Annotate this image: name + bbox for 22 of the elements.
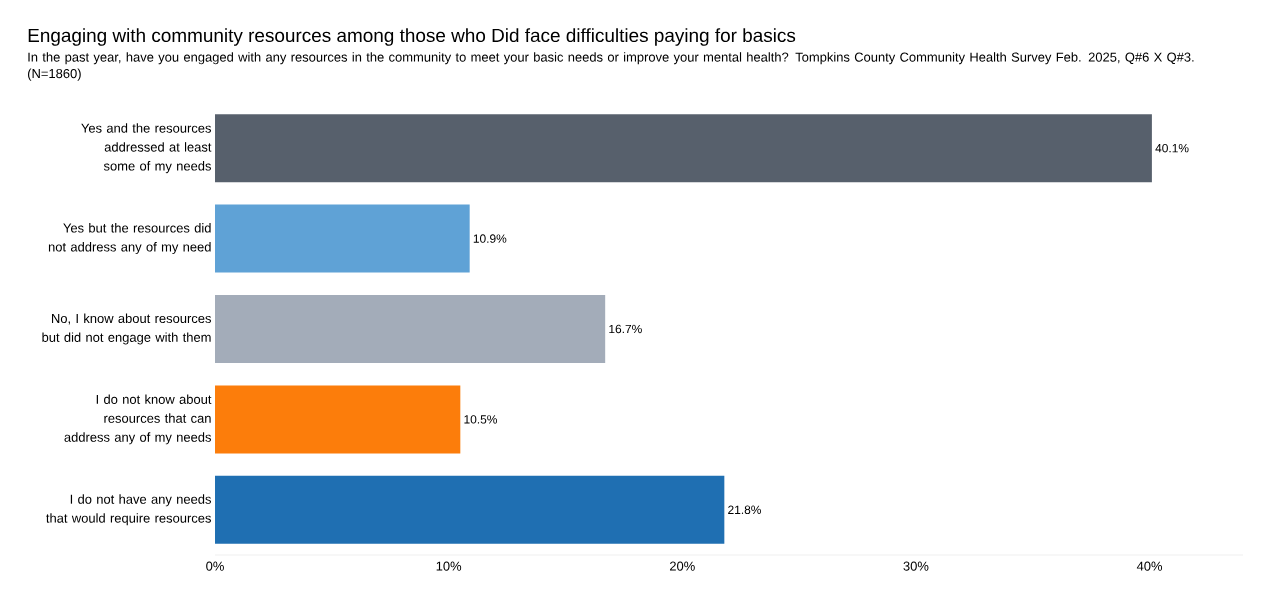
y-tick-label: Yes and the resources addressed at least some of my needs bbox=[81, 123, 212, 174]
data-label: 40.1% bbox=[1155, 143, 1189, 153]
bar bbox=[215, 294, 606, 363]
y-tick-label: I do not know about resources that can address any of my needs bbox=[64, 394, 212, 445]
y-tick-label: Yes but the resources did not address any of my need bbox=[48, 223, 211, 255]
bar bbox=[215, 204, 470, 273]
x-tick-label: 40% bbox=[1136, 561, 1163, 571]
y-tick-label: No, I know about resources but did not engage with them bbox=[42, 313, 211, 345]
y-tick-label: I do not have any needs that would require resources bbox=[46, 494, 211, 526]
x-tick-label: 10% bbox=[436, 561, 462, 571]
bar bbox=[215, 385, 461, 454]
bar bbox=[215, 475, 725, 544]
data-label: 21.8% bbox=[728, 505, 761, 515]
x-tick-label: 20% bbox=[669, 561, 695, 571]
bar bbox=[215, 114, 1152, 183]
data-label: 16.7% bbox=[609, 324, 642, 334]
data-label: 10.9% bbox=[473, 234, 507, 243]
chart-subtitle: In the past year, have you engaged with any resources in the community to meet your basic needs or improve your mental health? Tompkins County Community Health Survey Feb. 2025, Q#6 X Q#3. (N=1860) bbox=[28, 52, 1194, 81]
x-tick-label: 30% bbox=[903, 561, 929, 571]
chart-title: Engaging with community resources among those who Did face difficulties paying for basics bbox=[28, 28, 796, 46]
data-label: 10.5% bbox=[464, 415, 497, 424]
x-tick-label: 0% bbox=[206, 561, 224, 571]
